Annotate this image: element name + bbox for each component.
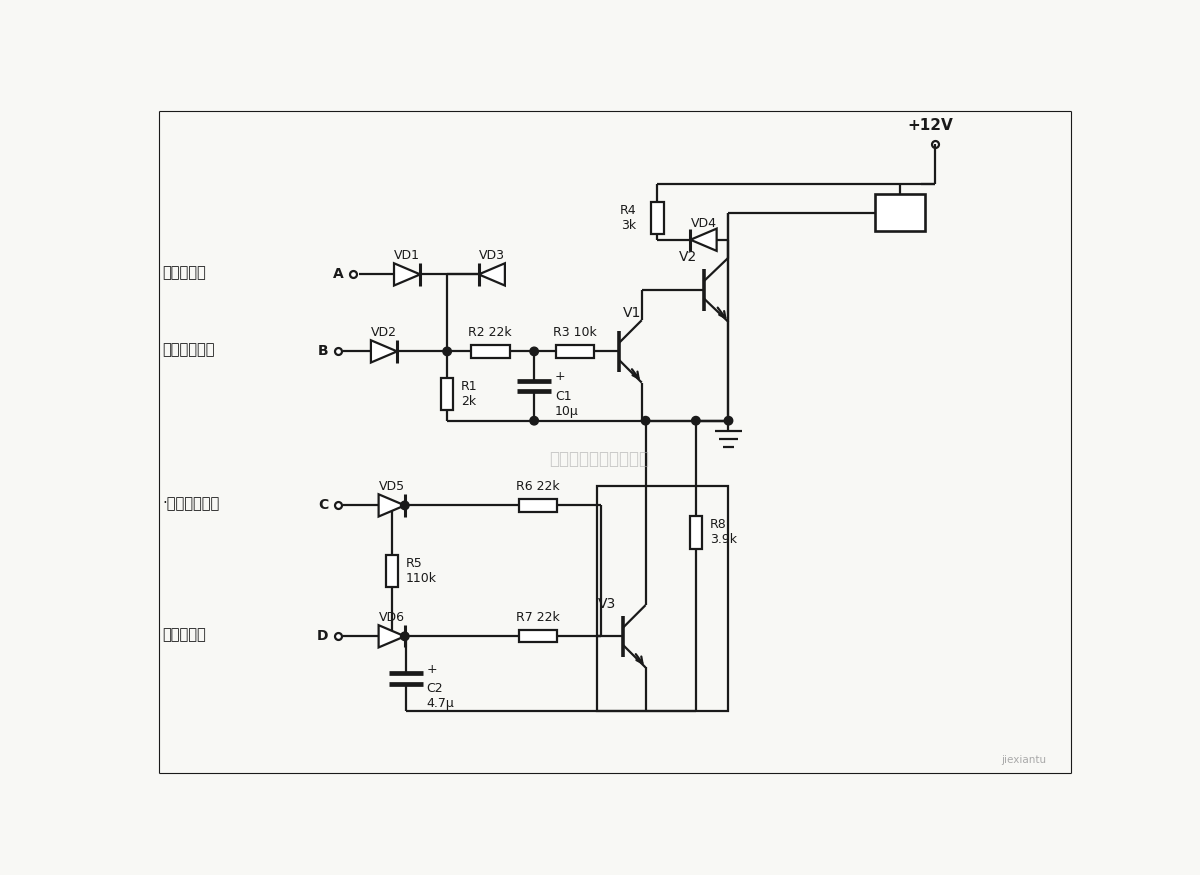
- Bar: [596, 487, 728, 711]
- Text: 接停车挡开关: 接停车挡开关: [162, 342, 215, 357]
- Bar: [472, 346, 510, 358]
- Text: R4
3k: R4 3k: [620, 204, 636, 232]
- Text: V1: V1: [623, 305, 641, 319]
- Text: R2 22k: R2 22k: [468, 326, 512, 339]
- Text: 接起动开关: 接起动开关: [162, 627, 206, 642]
- Polygon shape: [379, 494, 404, 516]
- Text: VD5: VD5: [379, 480, 404, 493]
- Text: +12V: +12V: [908, 118, 954, 133]
- Circle shape: [530, 416, 539, 425]
- Polygon shape: [371, 340, 397, 362]
- Text: +: +: [426, 662, 437, 676]
- Text: R3 10k: R3 10k: [553, 326, 596, 339]
- Bar: [518, 500, 557, 512]
- Text: C1
10μ: C1 10μ: [554, 390, 578, 418]
- Text: VD4: VD4: [690, 217, 716, 230]
- Circle shape: [401, 632, 409, 640]
- Circle shape: [530, 347, 539, 355]
- Text: R5
110k: R5 110k: [406, 556, 437, 584]
- Text: R8
3.9k: R8 3.9k: [709, 518, 737, 546]
- Text: VD6: VD6: [379, 611, 404, 624]
- Circle shape: [443, 347, 451, 355]
- Text: VD3: VD3: [479, 249, 505, 262]
- Polygon shape: [394, 263, 420, 285]
- Polygon shape: [690, 228, 716, 251]
- Text: R7 22k: R7 22k: [516, 611, 560, 624]
- Polygon shape: [479, 263, 505, 285]
- Bar: [385, 555, 398, 587]
- Text: D: D: [317, 629, 329, 643]
- Bar: [875, 194, 925, 231]
- Text: C: C: [318, 499, 329, 513]
- Text: +: +: [554, 370, 565, 383]
- Text: VD2: VD2: [371, 326, 397, 339]
- Circle shape: [691, 416, 700, 425]
- Polygon shape: [379, 625, 404, 648]
- Text: A: A: [334, 268, 344, 282]
- Text: ·接空调离合器: ·接空调离合器: [162, 496, 220, 511]
- Text: 接空挡开关: 接空挡开关: [162, 265, 206, 280]
- Circle shape: [641, 416, 650, 425]
- Text: C2
4.7μ: C2 4.7μ: [426, 682, 454, 710]
- Bar: [440, 378, 454, 410]
- Circle shape: [725, 416, 733, 425]
- Text: V3: V3: [599, 597, 617, 611]
- Text: YV: YV: [888, 206, 911, 220]
- Text: R6 22k: R6 22k: [516, 480, 560, 493]
- Text: VD1: VD1: [394, 249, 420, 262]
- Text: R1
2k: R1 2k: [461, 380, 478, 408]
- Text: V2: V2: [679, 250, 697, 264]
- Bar: [690, 516, 702, 549]
- Bar: [518, 630, 557, 642]
- Bar: [650, 202, 664, 234]
- Circle shape: [401, 501, 409, 509]
- Text: 杭州将睿科技有限公司: 杭州将睿科技有限公司: [550, 451, 649, 468]
- Bar: [556, 346, 594, 358]
- Text: B: B: [318, 345, 329, 359]
- Text: jiexiantu: jiexiantu: [1001, 755, 1046, 765]
